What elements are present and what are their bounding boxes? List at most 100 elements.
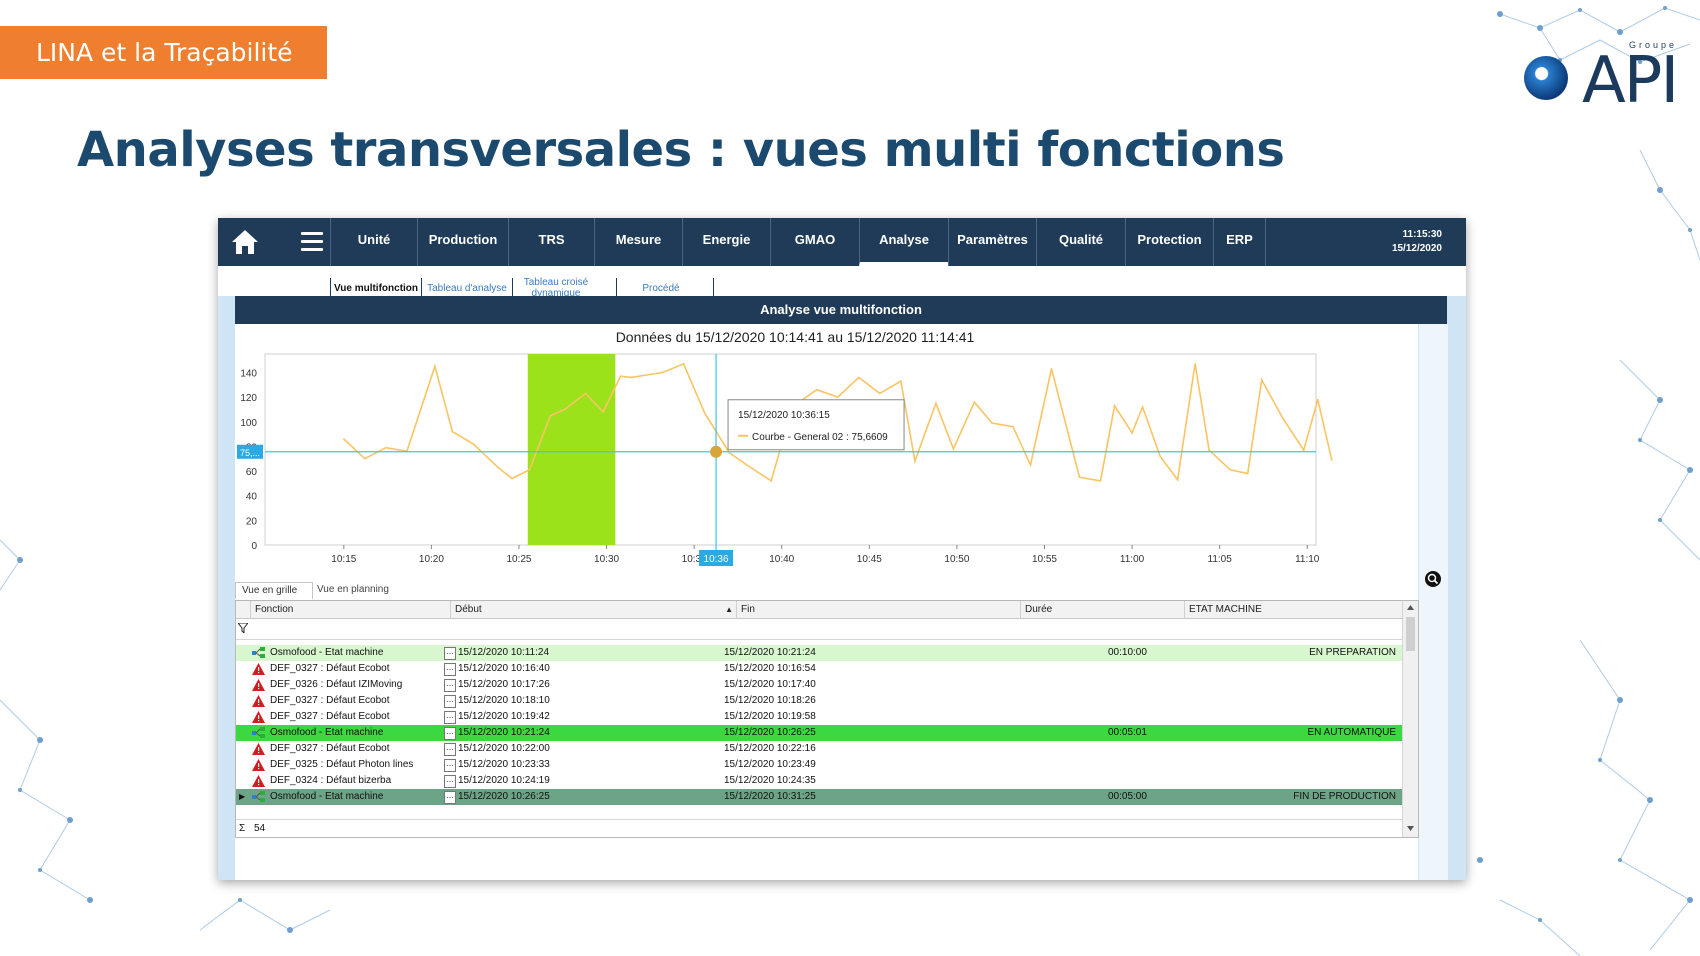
column-header-fonction[interactable]: Fonction — [250, 601, 451, 618]
warning-icon — [252, 663, 265, 679]
tab-vue-en-planning[interactable]: Vue en planning — [317, 584, 389, 595]
y-cursor-value: 75,... — [240, 448, 260, 458]
line-chart[interactable]: 02040608010012014010:1510:2010:2510:3010… — [235, 348, 1355, 588]
tab-protection[interactable]: Protection — [1125, 218, 1213, 266]
cell-fonction: DEF_0324 : Défaut bizerba — [270, 775, 392, 786]
cell-expand-button[interactable]: ... — [444, 727, 456, 740]
data-point — [1029, 464, 1032, 466]
cell-expand-button[interactable]: ... — [444, 663, 456, 676]
tab-qualite[interactable]: Qualité — [1036, 218, 1125, 266]
y-tick-label: 0 — [251, 541, 257, 552]
tab-analyse[interactable]: Analyse — [859, 218, 948, 266]
tab-gmao[interactable]: GMAO — [770, 218, 859, 266]
tab-unite[interactable]: Unité — [330, 218, 417, 266]
cell-etat — [1196, 773, 1396, 789]
grid-rows: Osmofood - Etat machine... 15/12/2020 10:… — [236, 645, 1402, 805]
zoom-icon[interactable] — [1424, 570, 1442, 588]
x-cursor-label: 10:36 — [704, 554, 729, 565]
subtab-tableau-croise[interactable]: Tableau croisé dynamique — [523, 277, 589, 299]
grid-footer: Σ 54 — [236, 819, 1402, 837]
subtab-vue-multifonction[interactable]: Vue multifonction — [333, 282, 419, 294]
machine-state-icon — [252, 647, 266, 663]
x-tick-label: 10:55 — [1032, 554, 1057, 565]
grid-scrollbar[interactable] — [1402, 601, 1418, 837]
cell-fonction: DEF_0325 : Défaut Photon lines — [270, 759, 414, 770]
filter-row[interactable] — [236, 619, 1402, 640]
clock: 11:15:30 15/12/2020 — [1338, 228, 1458, 256]
app-window: Unité Production TRS Mesure Energie GMAO Analy… — [218, 218, 1466, 880]
table-row[interactable]: Osmofood - Etat machine... 15/12/2020 10:… — [236, 645, 1402, 661]
machine-state-icon — [252, 727, 266, 743]
subtab-separator — [616, 278, 617, 298]
tab-erp[interactable]: ERP — [1213, 218, 1265, 266]
logo-groupe-text: Groupe — [1628, 40, 1677, 50]
cell-debut: 15/12/2020 10:16:40 — [458, 663, 550, 674]
tab-energie[interactable]: Energie — [682, 218, 770, 266]
cell-fin: 15/12/2020 10:23:49 — [724, 759, 816, 770]
data-point — [914, 460, 916, 463]
clock-time: 11:15:30 — [1402, 229, 1442, 240]
tab-vue-en-grille[interactable]: Vue en grille — [235, 582, 313, 599]
cell-expand-button[interactable]: ... — [444, 791, 456, 804]
cell-etat: EN PREPARATION — [1309, 647, 1396, 658]
tooltip-box — [727, 399, 905, 451]
data-point — [630, 376, 632, 379]
tab-trs[interactable]: TRS — [508, 218, 594, 266]
table-row[interactable]: DEF_0327 : Défaut Ecobot... 15/12/2020 10… — [236, 693, 1402, 709]
subtab-tableau-analyse[interactable]: Tableau d'analyse — [427, 282, 507, 294]
home-icon[interactable] — [230, 228, 260, 256]
tab-production[interactable]: Production — [417, 218, 508, 266]
data-point — [900, 380, 902, 382]
tab-mesure[interactable]: Mesure — [594, 218, 682, 266]
table-row[interactable]: DEF_0325 : Défaut Photon lines... 15/12/2… — [236, 757, 1402, 773]
table-row[interactable]: DEF_0327 : Défaut Ecobot... 15/12/2020 10… — [236, 741, 1402, 757]
panel-scrollbar[interactable] — [1418, 324, 1448, 880]
cell-fonction: Osmofood - Etat machine — [270, 727, 384, 738]
grid-header: Fonction Début ▲ Fin Durée ETAT MACHINE — [236, 601, 1402, 619]
cell-expand-button[interactable]: ... — [444, 759, 456, 772]
cell-expand-button[interactable]: ... — [444, 743, 456, 756]
table-row[interactable]: Osmofood - Etat machine... 15/12/2020 10:… — [236, 725, 1402, 741]
x-tick-label: 10:35 — [682, 554, 707, 565]
data-point — [935, 402, 937, 405]
chart-title: Données du 15/12/2020 10:14:41 au 15/12/… — [615, 329, 975, 345]
y-tick-label: 100 — [240, 418, 257, 429]
cell-expand-button[interactable]: ... — [444, 647, 456, 660]
data-point — [1330, 459, 1333, 461]
cell-debut: 15/12/2020 10:22:00 — [458, 743, 550, 754]
table-row[interactable]: DEF_0327 : Défaut Ecobot... 15/12/2020 10… — [236, 661, 1402, 677]
subtab-procede[interactable]: Procédé — [642, 282, 680, 294]
cell-fin: 15/12/2020 10:17:40 — [724, 679, 816, 690]
cell-expand-button[interactable]: ... — [444, 711, 456, 724]
series-line — [343, 362, 1333, 483]
data-point — [858, 376, 860, 379]
menu-icon[interactable] — [301, 232, 323, 252]
tab-parametres[interactable]: Paramètres — [948, 218, 1036, 266]
table-row[interactable]: ▶ Osmofood - Etat machine... 15/12/2020 10… — [236, 789, 1402, 805]
cell-expand-button[interactable]: ... — [444, 775, 456, 788]
column-header-fin[interactable]: Fin — [736, 601, 1025, 618]
data-point — [549, 414, 552, 417]
data-point — [1229, 469, 1231, 471]
column-header-debut[interactable]: Début ▲ — [450, 601, 741, 618]
data-point — [952, 448, 955, 450]
x-tick-label: 10:20 — [419, 554, 444, 565]
table-row[interactable]: DEF_0327 : Défaut Ecobot... 15/12/2020 10… — [236, 709, 1402, 725]
tooltip-value: Courbe - General 02 : 75,6609 — [752, 432, 888, 443]
filter-icon[interactable] — [238, 623, 248, 633]
highlight-band — [527, 354, 616, 545]
cell-expand-button[interactable]: ... — [444, 679, 456, 692]
column-header-etat[interactable]: ETAT MACHINE — [1184, 601, 1403, 618]
cell-duree: 00:05:00 — [1108, 791, 1147, 802]
cell-fonction: DEF_0327 : Défaut Ecobot — [270, 695, 390, 706]
subtab-separator — [713, 278, 714, 298]
cell-expand-button[interactable]: ... — [444, 695, 456, 708]
table-row[interactable]: DEF_0326 : Défaut IZIMoving... 15/12/2020… — [236, 677, 1402, 693]
subtab-separator — [330, 278, 331, 298]
table-row[interactable]: DEF_0324 : Défaut bizerba... 15/12/2020 1… — [236, 773, 1402, 789]
section-tag: LINA et la Traçabilité — [0, 26, 327, 79]
x-tick-label: 10:15 — [331, 554, 356, 565]
cell-fonction: Osmofood - Etat machine — [270, 647, 384, 658]
column-header-duree[interactable]: Durée — [1020, 601, 1187, 618]
x-tick-label: 11:00 — [1120, 554, 1145, 565]
